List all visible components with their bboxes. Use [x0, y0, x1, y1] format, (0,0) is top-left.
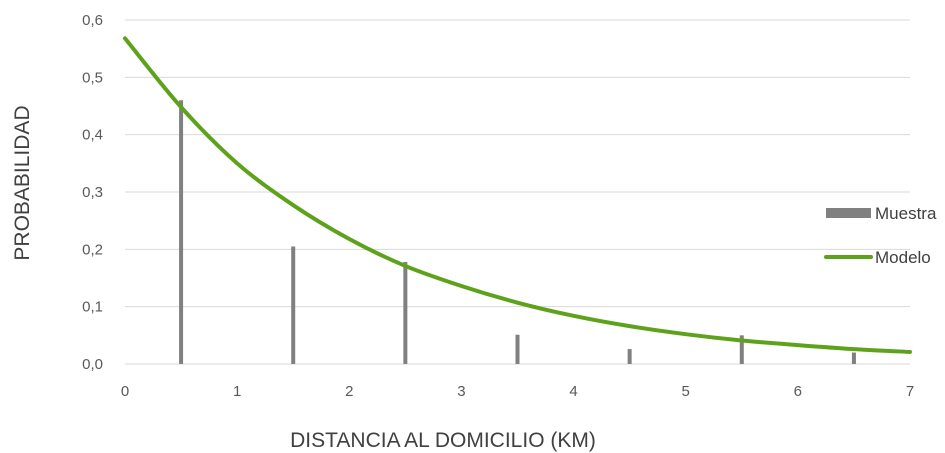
- y-axis-label: PROBABILIDAD: [11, 105, 34, 260]
- y-tick-label: 0,4: [82, 127, 103, 144]
- bar: [403, 261, 408, 364]
- bar: [851, 352, 856, 364]
- y-tick-label: 0,0: [82, 356, 103, 373]
- legend-label-muestra: Muestra: [875, 204, 937, 223]
- legend: Muestra Modelo: [824, 204, 937, 267]
- y-tick-label: 0,6: [82, 12, 103, 29]
- y-tick-label: 0,3: [82, 184, 103, 201]
- x-tick-label: 7: [906, 383, 914, 400]
- y-axis-ticks: 0,0 0,1 0,2 0,3 0,4 0,5 0,6: [82, 12, 103, 373]
- x-axis-ticks: 0 1 2 3 4 5 6 7: [121, 383, 914, 400]
- legend-swatch-muestra: [826, 208, 871, 218]
- y-tick-label: 0,5: [82, 69, 103, 86]
- y-tick-label: 0,2: [82, 241, 103, 258]
- legend-label-modelo: Modelo: [875, 248, 931, 267]
- bar: [627, 349, 632, 364]
- bar: [515, 334, 520, 364]
- x-tick-label: 2: [345, 383, 353, 400]
- gridlines: [125, 19, 910, 365]
- model-line: [123, 36, 912, 354]
- bar: [739, 335, 744, 364]
- bar: [291, 246, 296, 364]
- x-axis-label: DISTANCIA AL DOMICILIO (KM): [290, 429, 596, 452]
- model-line-group: [123, 36, 912, 354]
- x-tick-label: 3: [457, 383, 465, 400]
- x-tick-label: 4: [569, 383, 577, 400]
- x-tick-label: 5: [682, 383, 690, 400]
- x-tick-label: 1: [233, 383, 241, 400]
- bar: [179, 100, 184, 365]
- x-tick-label: 6: [794, 383, 802, 400]
- sample-bars: [179, 100, 856, 365]
- y-tick-label: 0,1: [82, 299, 103, 316]
- x-tick-label: 0: [121, 383, 129, 400]
